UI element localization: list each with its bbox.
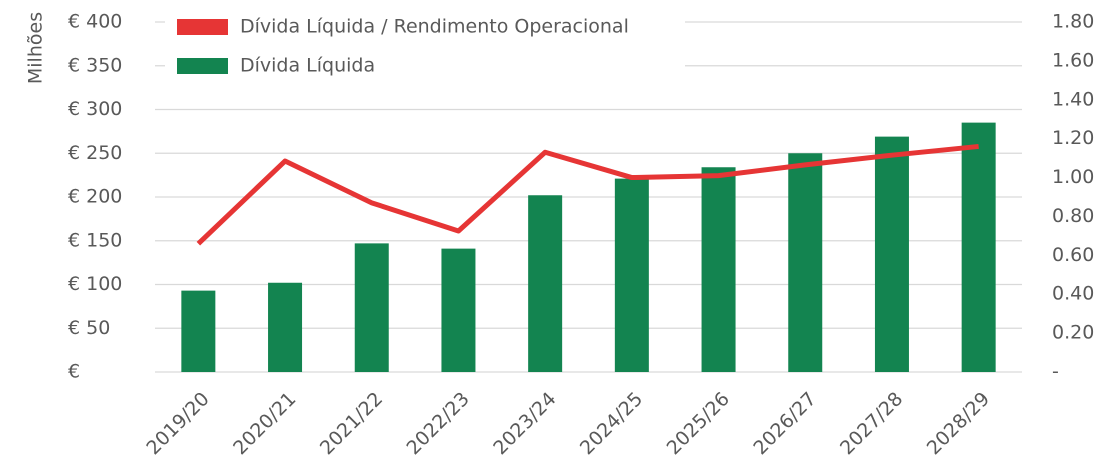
bar xyxy=(354,243,389,372)
x-tick-label: 2021/22 xyxy=(316,388,387,459)
x-tick-label: 2019/20 xyxy=(142,388,213,459)
x-tick-label: 2028/29 xyxy=(923,388,994,459)
y-tick-label: € 250 xyxy=(68,142,122,164)
y2-tick-label: 1.40 xyxy=(1052,88,1094,110)
y2-tick-label: 0.20 xyxy=(1052,322,1094,344)
bar xyxy=(788,153,823,372)
x-tick-label: 2020/21 xyxy=(229,388,300,459)
y2-tick-label: 1.80 xyxy=(1052,11,1094,33)
y-tick-label: € 300 xyxy=(68,98,122,120)
bar xyxy=(614,178,649,372)
bar xyxy=(441,248,476,372)
y-tick-label: € 350 xyxy=(68,54,122,76)
x-tick-label: 2027/28 xyxy=(836,388,907,459)
x-tick-label: 2024/25 xyxy=(576,388,647,459)
bar xyxy=(528,195,563,372)
legend-swatch xyxy=(177,58,228,74)
y-tick-label: € 50 xyxy=(68,317,110,339)
y2-tick-label: 0.80 xyxy=(1052,205,1094,227)
y2-tick-label: 1.60 xyxy=(1052,49,1094,71)
bar xyxy=(874,136,909,372)
x-tick-label: 2026/27 xyxy=(749,388,820,459)
legend-label: Dívida Líquida / Rendimento Operacional xyxy=(240,16,629,38)
bar xyxy=(181,290,216,372)
y2-tick-label: 1.00 xyxy=(1052,166,1094,188)
bar xyxy=(961,122,996,372)
y2-tick-label: 0.40 xyxy=(1052,283,1094,305)
legend-background xyxy=(165,8,685,88)
bar xyxy=(701,167,736,372)
bar xyxy=(268,282,303,372)
y2-tick-label: 1.20 xyxy=(1052,127,1094,149)
y-tick-label: € 200 xyxy=(68,186,122,208)
y-axis-label: Milhões xyxy=(25,12,47,84)
y-tick-label: € xyxy=(68,361,80,383)
x-tick-label: 2025/26 xyxy=(663,388,734,459)
y-tick-label: € 150 xyxy=(68,229,122,251)
y2-tick-label: 0.60 xyxy=(1052,244,1094,266)
legend-label: Dívida Líquida xyxy=(240,55,375,77)
x-tick-label: 2022/23 xyxy=(403,388,474,459)
line-series xyxy=(196,143,979,246)
y-tick-label: € 100 xyxy=(68,273,122,295)
y-tick-label: € 400 xyxy=(68,11,122,33)
legend-swatch xyxy=(177,19,228,35)
y2-tick-label: - xyxy=(1052,361,1059,383)
x-tick-label: 2023/24 xyxy=(489,388,560,459)
